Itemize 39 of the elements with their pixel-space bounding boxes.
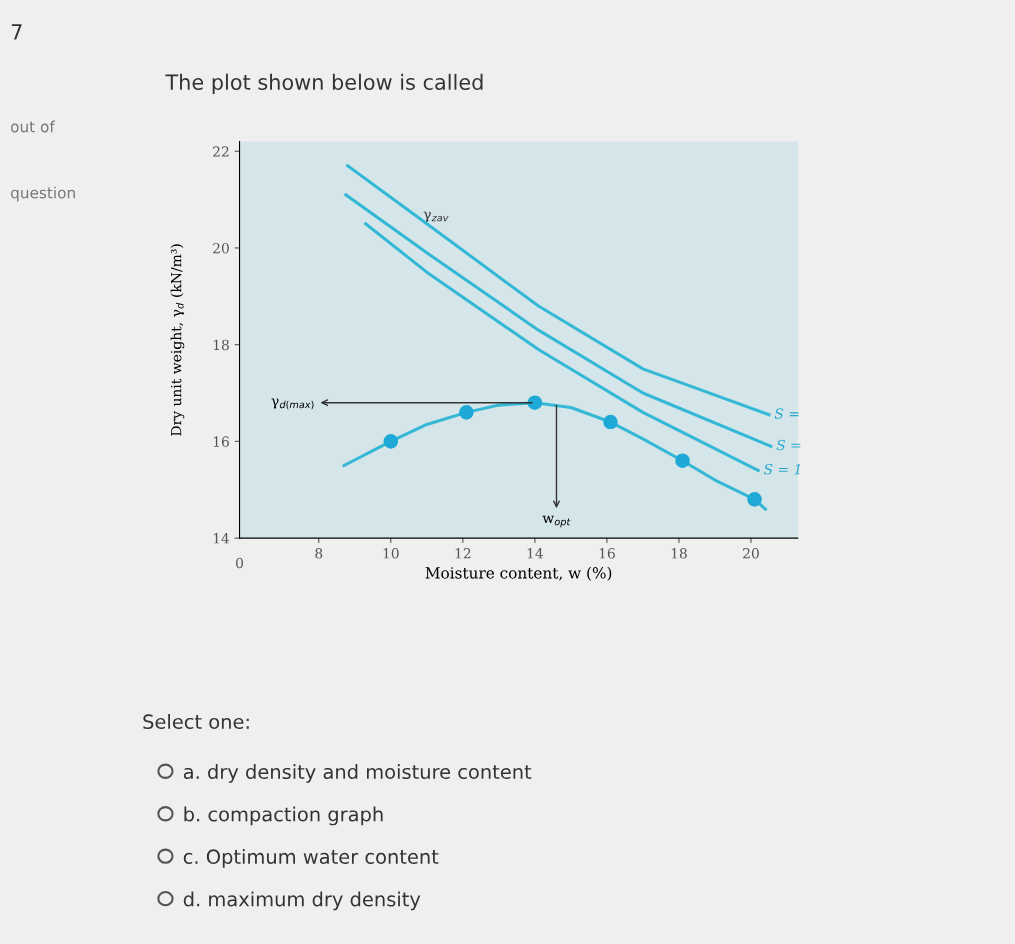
text: out of bbox=[10, 120, 56, 133]
x-tick-label: 8 bbox=[315, 548, 323, 559]
point bbox=[527, 395, 543, 410]
series-label: S = bbox=[774, 408, 799, 419]
text: b. compaction graph bbox=[184, 806, 383, 826]
annotation: γ$_{zav}$ bbox=[423, 211, 449, 222]
x-tick-label: 12 bbox=[455, 548, 471, 559]
y-axis-title: Dry unit weight, γ$_{d}$ (kN/m³) bbox=[170, 244, 185, 436]
point bbox=[383, 434, 399, 449]
annotation: γ$_{d(max)}$ bbox=[271, 398, 314, 410]
x-tick-label: 14 bbox=[527, 548, 544, 559]
text: question bbox=[10, 186, 75, 202]
chart-title: The plot shown below is called bbox=[165, 73, 483, 95]
annotation: w$_{opt}$ bbox=[542, 515, 571, 528]
series-label: S = 1 bbox=[763, 463, 800, 475]
line-series bbox=[364, 222, 760, 472]
y-tick-label: 18 bbox=[213, 339, 229, 351]
y-tick-label: 14 bbox=[213, 533, 230, 544]
point bbox=[747, 492, 762, 507]
x-tick-label: 18 bbox=[671, 548, 687, 559]
point bbox=[675, 453, 690, 469]
line-series bbox=[346, 164, 771, 417]
line-series bbox=[344, 193, 773, 448]
text: a. dry density and moisture content bbox=[183, 764, 532, 783]
y-tick-label: 20 bbox=[213, 242, 229, 254]
x-tick-label: 20 bbox=[743, 548, 759, 559]
text: Select one: bbox=[143, 713, 249, 730]
text: 0 bbox=[236, 557, 244, 569]
text: c. Optimum water content bbox=[183, 848, 439, 868]
y-tick-label: 22 bbox=[213, 146, 229, 157]
text: d. maximum dry density bbox=[183, 891, 421, 911]
x-tick-label: 10 bbox=[383, 548, 399, 559]
text: 7 bbox=[11, 24, 22, 40]
point bbox=[603, 414, 618, 430]
series-label: S = bbox=[776, 439, 801, 451]
y-tick-label: 16 bbox=[213, 436, 229, 447]
x-tick-label: 16 bbox=[599, 548, 615, 559]
x-axis-title: Moisture content, w (%) bbox=[425, 566, 612, 581]
point bbox=[459, 405, 474, 420]
